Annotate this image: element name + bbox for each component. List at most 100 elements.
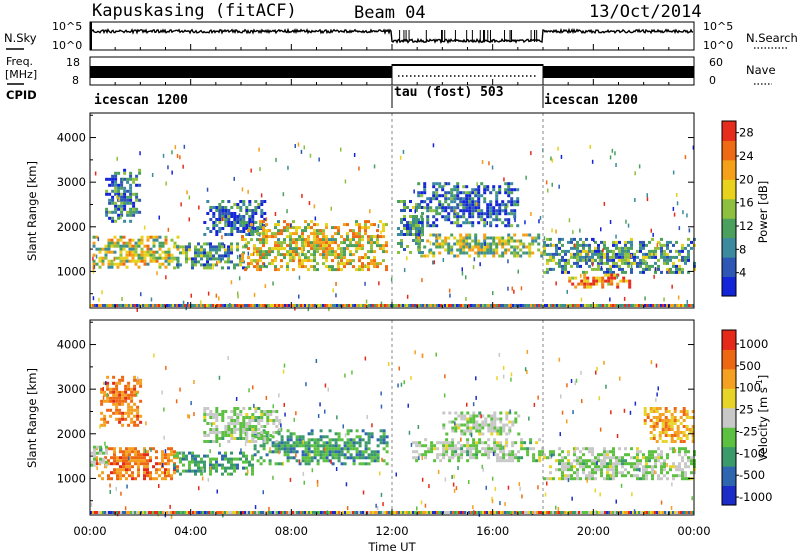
heatmap-cell [131, 256, 135, 260]
heatmap-cell [111, 183, 115, 187]
heatmap-cell [212, 212, 216, 215]
heatmap-speck [550, 156, 552, 161]
heatmap-cell [403, 224, 406, 227]
heatmap-cell [140, 253, 144, 257]
date-title: 13/Oct/2014 [589, 2, 702, 22]
heatmap-cell [666, 246, 669, 250]
heatmap-ground-row [522, 304, 524, 307]
heatmap-cell [256, 262, 259, 266]
heatmap-cell [442, 456, 446, 460]
heatmap-cell [672, 477, 675, 481]
heatmap-speck [237, 294, 239, 299]
heatmap-speck [454, 421, 456, 426]
heatmap-cell [498, 203, 502, 207]
colorbar-swatch [722, 198, 736, 219]
heatmap-ground-row [172, 304, 174, 307]
heatmap-cell [358, 244, 361, 248]
heatmap-ground-row [528, 511, 530, 514]
heatmap-cell [120, 186, 124, 190]
heatmap-speck [377, 234, 379, 239]
heatmap-cell [670, 437, 674, 440]
heatmap-cell [679, 422, 683, 425]
heatmap-cell [591, 249, 594, 253]
heatmap-cell [358, 229, 361, 233]
heatmap-cell [253, 444, 257, 448]
heatmap-cell [242, 230, 246, 233]
heatmap-ground-row [690, 304, 692, 307]
heatmap-cell [555, 249, 558, 253]
heatmap-ground-row [546, 511, 548, 514]
heatmap-cell [576, 258, 579, 262]
heatmap-cell [254, 410, 258, 413]
heatmap-cell [115, 405, 119, 409]
heatmap-cell [307, 226, 310, 230]
heatmap-cell [236, 206, 240, 209]
heatmap-cell [474, 203, 478, 207]
heatmap-cell [615, 471, 618, 475]
heatmap-cell [678, 468, 681, 472]
heatmap-cell [684, 258, 687, 262]
heatmap-cell [197, 242, 200, 246]
heatmap-speck [468, 480, 470, 484]
heatmap-cell [118, 408, 122, 412]
heatmap-cell [564, 270, 567, 274]
heatmap-ground-row [476, 304, 478, 307]
heatmap-cell [316, 462, 320, 466]
heatmap-ground-row [346, 511, 348, 514]
heatmap-speck [198, 205, 200, 210]
heatmap-cell [227, 460, 230, 464]
heatmap-cell [117, 213, 121, 217]
heatmap-cell [516, 224, 520, 228]
heatmap-cell [447, 242, 451, 246]
heatmap-ground-row [350, 304, 352, 307]
heatmap-cell [543, 270, 546, 274]
heatmap-cell [549, 237, 552, 241]
heatmap-cell [239, 260, 242, 264]
heatmap-cell [146, 244, 150, 248]
heatmap-ground-row [270, 511, 272, 514]
heatmap-speck [485, 485, 487, 490]
heatmap-cell [115, 402, 119, 406]
heatmap-cell [543, 456, 546, 460]
heatmap-cell [552, 258, 555, 262]
heatmap-speck [158, 215, 160, 220]
heatmap-cell [260, 413, 264, 416]
heatmap-cell [672, 264, 675, 268]
heatmap-speck [381, 457, 383, 462]
heatmap-cell [555, 243, 558, 247]
heatmap-cell [678, 462, 681, 466]
heatmap-cell [114, 171, 118, 175]
heatmap-cell [92, 253, 96, 257]
heatmap-cell [618, 246, 621, 250]
heatmap-cell [301, 250, 304, 254]
heatmap-cell [588, 465, 591, 469]
heatmap-cell [418, 233, 421, 236]
heatmap-cell [475, 453, 479, 457]
heatmap-speck [507, 485, 510, 490]
heatmap-cell [379, 247, 382, 251]
heatmap-cell [576, 240, 579, 244]
heatmap-cell [131, 244, 135, 248]
heatmap-cell [155, 256, 159, 260]
heatmap-cell [170, 453, 173, 457]
heatmap-cell [242, 451, 245, 455]
heatmap-cell [499, 429, 503, 433]
heatmap-cell [585, 261, 588, 265]
heatmap-speck [387, 362, 390, 366]
heatmap-cell [130, 408, 134, 412]
heatmap-cell [528, 248, 532, 252]
heatmap-cell [316, 450, 320, 454]
heatmap-cell [310, 432, 314, 436]
heatmap-cell [188, 466, 191, 470]
heatmap-cell [495, 191, 499, 195]
heatmap-cell [475, 420, 479, 424]
heatmap-cell [254, 416, 258, 419]
heatmap-cell [274, 265, 277, 269]
heatmap-cell [549, 255, 552, 259]
heatmap-cell [691, 416, 695, 419]
heatmap-speck [303, 480, 305, 485]
heatmap-cell [613, 276, 617, 280]
heatmap-cell [135, 183, 139, 187]
heatmap-cell [167, 459, 170, 463]
heatmap-cell [379, 429, 383, 433]
